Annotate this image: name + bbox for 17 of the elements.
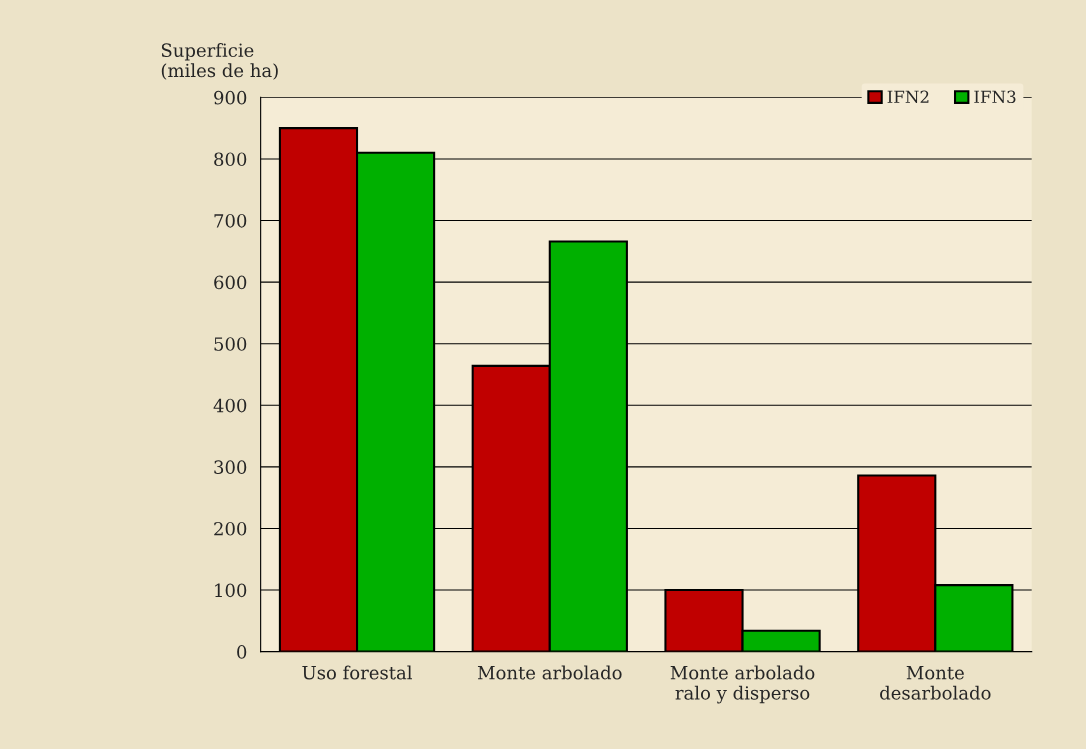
y-tick-label: 0 xyxy=(237,645,247,659)
x-tick-label: Uso forestal xyxy=(302,665,412,680)
x-tick-label: Monte arbolado xyxy=(477,665,622,680)
y-tick-label: 800 xyxy=(214,152,247,167)
y-tick-label: 400 xyxy=(213,398,247,413)
legend-label: IFN2 xyxy=(887,90,929,104)
x-tick-label: Monte arbolado ralo y disperso xyxy=(670,665,815,704)
y-axis-title: Superficie (miles de ha) xyxy=(161,43,278,80)
y-tick-label: 700 xyxy=(214,214,247,228)
y-tick-label: 900 xyxy=(214,90,247,105)
legend-label: IFN3 xyxy=(974,90,1016,104)
y-tick-label: 600 xyxy=(214,275,247,290)
y-tick-label: 100 xyxy=(215,583,247,598)
y-tick-label: 500 xyxy=(214,337,247,351)
y-tick-label: 200 xyxy=(214,521,247,536)
y-tick-label: 300 xyxy=(214,460,247,474)
x-tick-label: Monte desarbolado xyxy=(880,666,991,700)
